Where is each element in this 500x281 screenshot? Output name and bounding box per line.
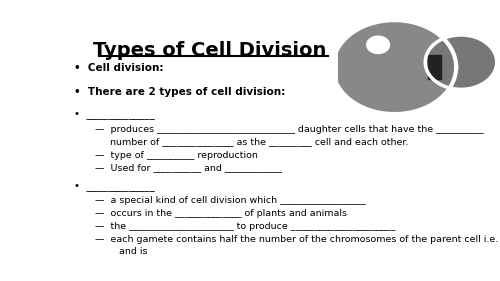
Text: —  occurs in the ______________ of plants and animals: — occurs in the ______________ of plants… [96, 209, 348, 218]
Text: —  type of __________ reproduction: — type of __________ reproduction [96, 151, 258, 160]
Text: number of _______________ as the _________ cell and each other.: number of _______________ as the _______… [96, 138, 409, 147]
Text: Types of Cell Division: Types of Cell Division [93, 41, 326, 60]
Text: •  _____________: • _____________ [74, 181, 155, 191]
Text: —  the ______________________ to produce ______________________: — the ______________________ to produce … [96, 222, 396, 231]
Text: •  There are 2 types of cell division:: • There are 2 types of cell division: [74, 87, 286, 97]
Text: —  a special kind of cell division which __________________: — a special kind of cell division which … [96, 196, 366, 205]
Text: and is: and is [118, 247, 147, 256]
Polygon shape [367, 36, 390, 53]
Text: —  Used for __________ and ____________: — Used for __________ and ____________ [96, 164, 282, 173]
Text: •  _____________: • _____________ [74, 110, 155, 119]
Text: •  Cell division:: • Cell division: [74, 63, 164, 73]
Polygon shape [332, 20, 456, 114]
Text: —  each gamete contains half the number of the chromosomes of the parent cell i.: — each gamete contains half the number o… [96, 235, 498, 244]
Polygon shape [426, 35, 497, 89]
Text: —  produces _____________________________ daughter cells that have the _________: — produces _____________________________… [96, 124, 484, 133]
